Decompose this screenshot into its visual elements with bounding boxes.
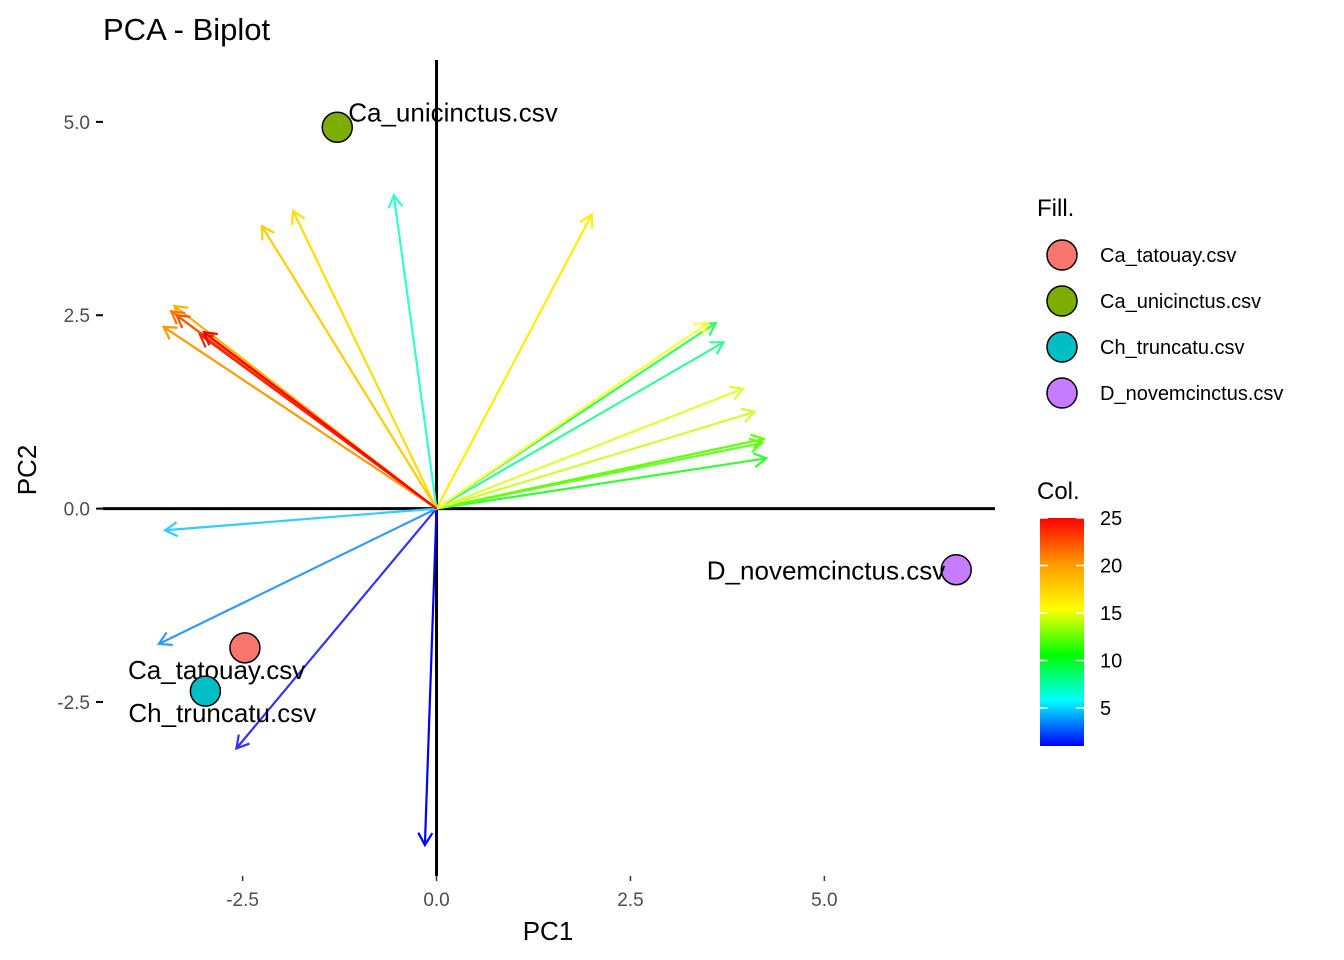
point-label: Ch_truncatu.csv (128, 698, 316, 728)
point-label: Ca_tatouay.csv (128, 655, 305, 685)
x-tick-label: -2.5 (226, 890, 259, 911)
fill-legend-key (1046, 331, 1078, 363)
x-tick-label: 2.5 (617, 890, 643, 911)
y-tick-label: 2.5 (64, 306, 90, 327)
loading-arrow (435, 341, 726, 510)
loading-arrow (156, 507, 438, 647)
color-legend-tick-label: 10 (1100, 651, 1122, 673)
loading-arrow (435, 212, 594, 510)
loading-arrow (436, 433, 767, 510)
loading-arrow (235, 507, 438, 751)
axes: -2.5 0.0 2.5 5.0 -2.5 0.0 2.5 5.0 (57, 113, 837, 911)
y-tick-label: 0.0 (64, 500, 90, 521)
fill-legend-label: D_novemcinctus.csv (1100, 383, 1283, 405)
loading-arrow (436, 385, 745, 510)
fill-legend-key (1046, 377, 1078, 409)
y-tick-label: -2.5 (57, 693, 90, 714)
loading-arrow (417, 508, 438, 848)
loading-arrow (387, 193, 438, 509)
fill-legend-label: Ca_unicinctus.csv (1100, 291, 1261, 313)
x-axis-title: PC1 (523, 916, 574, 946)
color-legend: Col. 5 10 15 20 25 (1037, 478, 1122, 746)
loading-arrow (202, 330, 438, 510)
loading-arrow (436, 452, 769, 510)
color-legend-bar (1040, 518, 1084, 746)
color-legend-tick-label: 20 (1100, 556, 1122, 578)
loading-arrow (162, 507, 437, 538)
fill-legend-key (1046, 239, 1078, 271)
color-legend-tick-label: 25 (1100, 508, 1122, 530)
point-label: D_novemcinctus.csv (707, 556, 945, 586)
y-tick-label: 5.0 (64, 113, 90, 134)
observation-point (940, 553, 972, 586)
color-legend-tick-label: 5 (1100, 698, 1111, 720)
point-label: Ca_unicinctus.csv (348, 97, 558, 127)
color-legend-tick-label: 15 (1100, 603, 1122, 625)
observation-point (229, 632, 261, 664)
plot-area: Ca_tatouay.csv Ca_unicinctus.csv Ch_trunca… (103, 60, 995, 876)
loading-arrow (435, 321, 710, 510)
loading-arrow (161, 325, 438, 510)
loading-arrow (290, 208, 438, 510)
observation-point (321, 111, 353, 144)
fill-legend-title: Fill. (1037, 195, 1074, 222)
loading-arrow (260, 224, 438, 510)
x-tick-label: 5.0 (811, 890, 837, 911)
loading-arrow (436, 407, 757, 510)
observation-point (189, 675, 222, 707)
fill-legend-label: Ch_truncatu.csv (1100, 337, 1245, 359)
x-tick-label: 0.0 (423, 890, 449, 911)
fill-legend-label: Ca_tatouay.csv (1100, 245, 1236, 267)
chart-title: PCA - Biplot (103, 12, 271, 47)
fill-legend: Fill. Ca_tatouay.csv Ca_unicinctus.csv Ch_… (1037, 195, 1283, 409)
color-legend-title: Col. (1037, 478, 1080, 505)
fill-legend-key (1046, 285, 1078, 317)
y-axis-title: PC2 (12, 445, 42, 496)
